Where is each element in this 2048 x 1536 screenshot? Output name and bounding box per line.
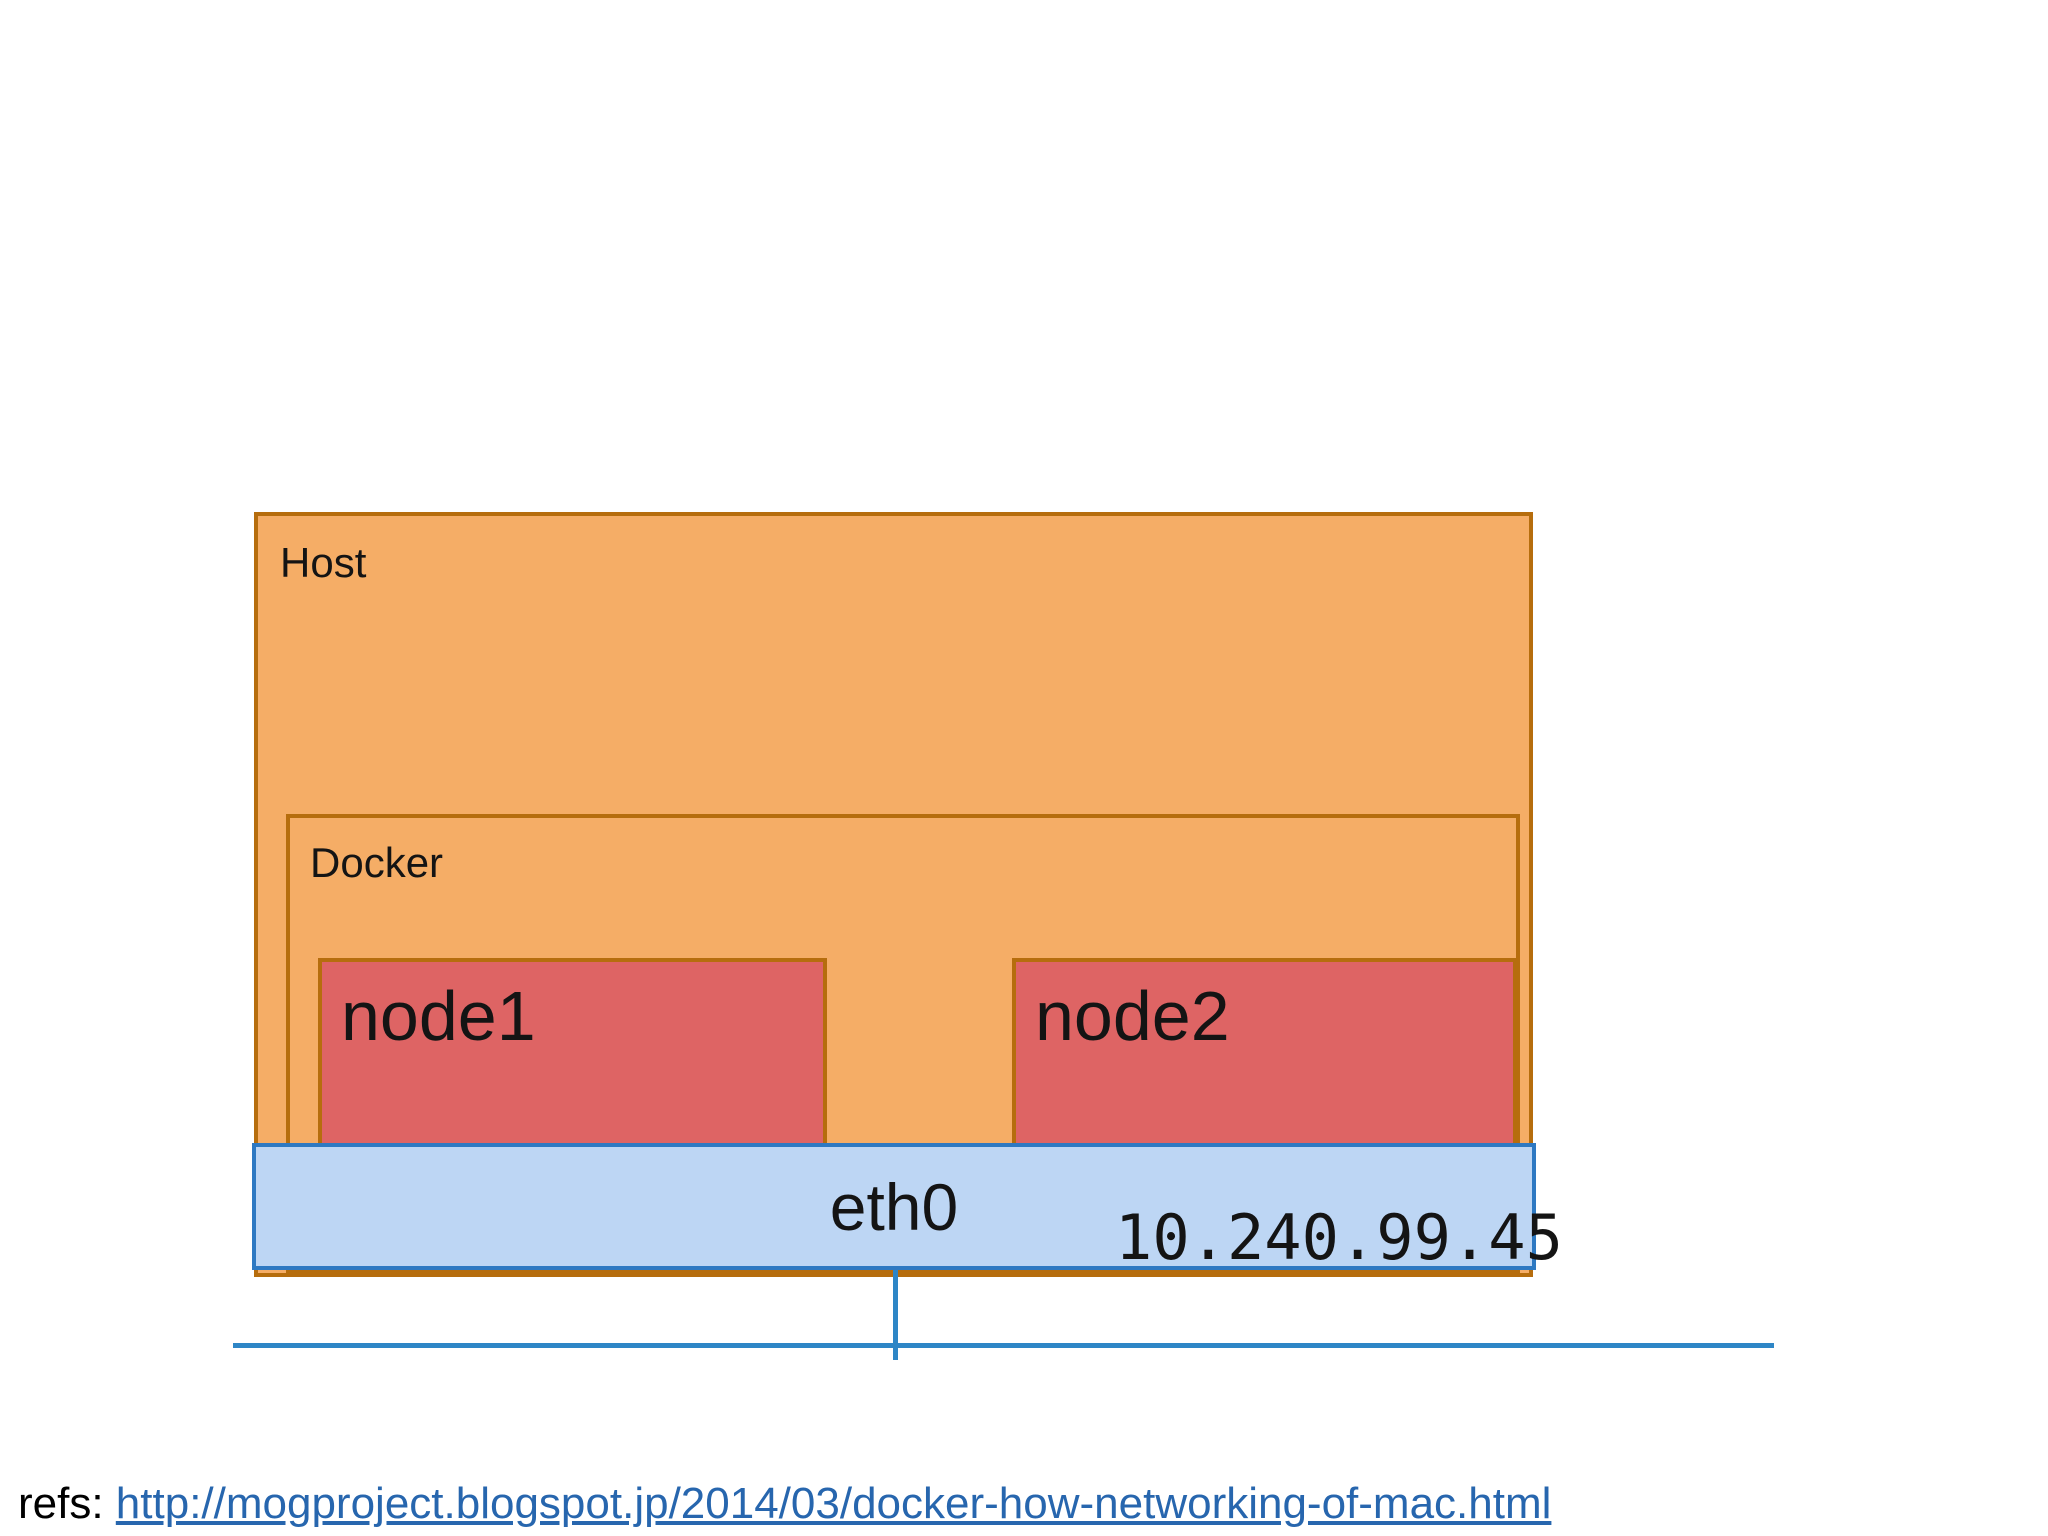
network-bus-line <box>233 1343 1774 1348</box>
ip-address-label: 10.240.99.45 <box>1115 1201 1563 1274</box>
network-connector-line <box>893 1270 898 1360</box>
node1-label: node1 <box>341 977 536 1055</box>
host-label: Host <box>280 539 367 586</box>
eth0-interface-bar: eth0 <box>252 1143 1536 1270</box>
refs-prefix: refs: <box>18 1479 116 1528</box>
docker-label: Docker <box>310 839 444 886</box>
node2-label: node2 <box>1035 977 1230 1055</box>
eth0-label: eth0 <box>829 1169 959 1244</box>
refs-link[interactable]: http://mogproject.blogspot.jp/2014/03/do… <box>115 1479 1552 1528</box>
refs-line: refs: http://mogproject.blogspot.jp/2014… <box>18 1478 1551 1531</box>
